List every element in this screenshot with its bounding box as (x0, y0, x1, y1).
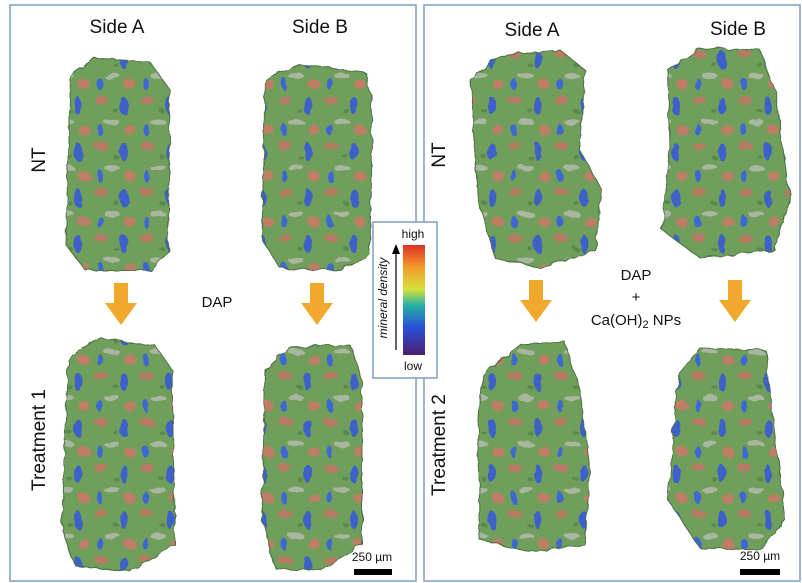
treatment-formula: Ca(OH)2 NPs (591, 312, 681, 331)
legend-title: mineral density (376, 257, 390, 339)
scale-label: 250 µm (740, 549, 780, 563)
arrow (301, 283, 333, 325)
arrow (105, 283, 137, 325)
row-label: NT (429, 142, 450, 168)
specimen (262, 345, 362, 570)
legend-gradient (403, 245, 425, 355)
specimen (262, 65, 372, 270)
specimen (470, 50, 602, 268)
specimen (66, 58, 170, 270)
scale-label: 250 µm (352, 550, 392, 564)
row-label: Treatment 2 (429, 394, 450, 496)
legend-low: low (404, 359, 422, 373)
column-label: Side A (505, 20, 560, 41)
row-label: Treatment 1 (29, 389, 50, 491)
specimen (62, 338, 175, 572)
specimen (668, 348, 785, 550)
treatment-label: DAP (202, 294, 233, 311)
specimen (478, 342, 590, 552)
column-label: Side B (292, 17, 348, 38)
scale-bar (354, 569, 392, 575)
figure: Side A Side B NT Treatment 1 DAP 250 µm … (0, 0, 802, 583)
scale-bar (740, 569, 780, 575)
formula-part: Ca(OH) (591, 312, 643, 329)
arrow (719, 280, 751, 322)
column-label: Side B (710, 19, 766, 40)
treatment-label: DAP (621, 267, 652, 284)
specimen (662, 48, 790, 258)
legend-high: high (402, 227, 425, 241)
column-label: Side A (90, 17, 145, 38)
treatment-label: + (632, 289, 641, 306)
row-label: NT (29, 147, 50, 173)
arrow (520, 280, 552, 322)
formula-part: NPs (649, 312, 682, 329)
